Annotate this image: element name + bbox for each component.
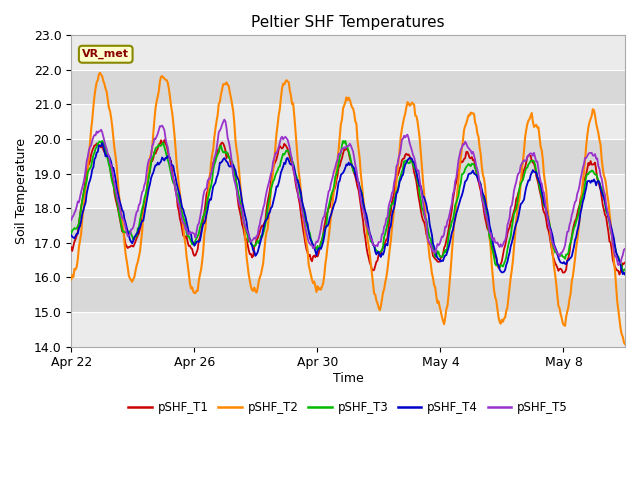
Title: Peltier SHF Temperatures: Peltier SHF Temperatures bbox=[252, 15, 445, 30]
Bar bbox=[71, 174, 625, 208]
Bar bbox=[71, 312, 625, 347]
Y-axis label: Soil Temperature: Soil Temperature bbox=[15, 138, 28, 244]
Bar bbox=[71, 139, 625, 174]
Bar bbox=[71, 208, 625, 243]
Bar bbox=[71, 70, 625, 105]
Bar bbox=[71, 36, 625, 70]
Bar bbox=[71, 105, 625, 139]
X-axis label: Time: Time bbox=[333, 372, 364, 385]
Text: VR_met: VR_met bbox=[82, 49, 129, 60]
Bar bbox=[71, 243, 625, 277]
Legend: pSHF_T1, pSHF_T2, pSHF_T3, pSHF_T4, pSHF_T5: pSHF_T1, pSHF_T2, pSHF_T3, pSHF_T4, pSHF… bbox=[124, 396, 573, 419]
Bar bbox=[71, 277, 625, 312]
